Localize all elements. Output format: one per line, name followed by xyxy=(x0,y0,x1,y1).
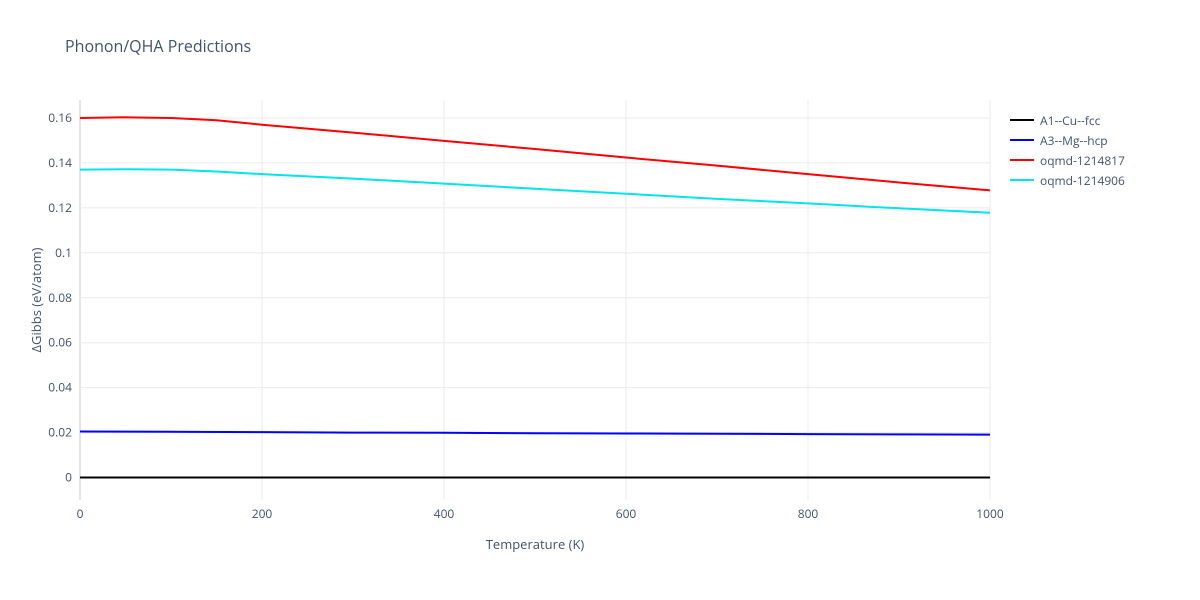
y-tick-label: 0.06 xyxy=(48,334,72,351)
legend-item[interactable]: A1--Cu--fcc xyxy=(1010,110,1125,130)
y-tick-label: 0.12 xyxy=(48,199,72,216)
plot-area[interactable]: 0200400600800100000.020.040.060.080.10.1… xyxy=(80,100,990,500)
legend-item[interactable]: oqmd-1214817 xyxy=(1010,150,1125,170)
legend-swatch xyxy=(1010,159,1034,161)
y-tick-label: 0 xyxy=(65,469,72,486)
x-tick-label: 600 xyxy=(616,505,637,522)
plot-svg: 0200400600800100000.020.040.060.080.10.1… xyxy=(80,100,990,500)
legend-swatch xyxy=(1010,139,1034,141)
y-tick-label: 0.16 xyxy=(48,109,72,126)
y-tick-label: 0.02 xyxy=(48,424,72,441)
series-line[interactable] xyxy=(80,169,990,213)
legend-swatch xyxy=(1010,179,1034,181)
y-tick-label: 0.14 xyxy=(48,154,72,171)
x-tick-label: 800 xyxy=(798,505,819,522)
x-tick-label: 0 xyxy=(77,505,84,522)
x-tick-label: 200 xyxy=(252,505,273,522)
legend: A1--Cu--fcc A3--Mg--hcp oqmd-1214817 oqmd-1… xyxy=(1010,110,1125,190)
legend-label: oqmd-1214817 xyxy=(1040,152,1125,169)
legend-item[interactable]: A3--Mg--hcp xyxy=(1010,130,1125,150)
legend-swatch xyxy=(1010,119,1034,121)
y-axis-title: ΔGibbs (eV/atom) xyxy=(27,248,45,353)
legend-item[interactable]: oqmd-1214906 xyxy=(1010,170,1125,190)
chart-title: Phonon/QHA Predictions xyxy=(65,35,251,57)
series-line[interactable] xyxy=(80,117,990,190)
x-axis-title: Temperature (K) xyxy=(80,535,990,553)
y-tick-label: 0.08 xyxy=(48,289,72,306)
legend-label: A1--Cu--fcc xyxy=(1040,112,1100,129)
y-axis-title-wrap: ΔGibbs (eV/atom) xyxy=(28,100,44,500)
legend-label: A3--Mg--hcp xyxy=(1040,132,1108,149)
chart-container: Phonon/QHA Predictions 02004006008001000… xyxy=(0,0,1200,600)
y-tick-label: 0.1 xyxy=(55,244,72,261)
legend-label: oqmd-1214906 xyxy=(1040,172,1125,189)
x-tick-label: 400 xyxy=(434,505,455,522)
y-tick-label: 0.04 xyxy=(48,379,72,396)
x-tick-label: 1000 xyxy=(976,505,1004,522)
